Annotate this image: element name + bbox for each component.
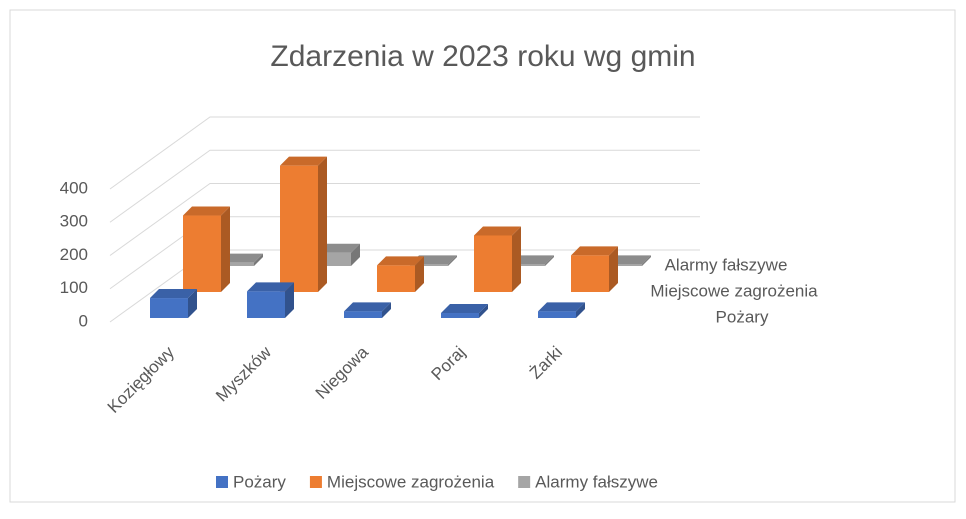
bar-top <box>377 256 424 266</box>
legend-swatch <box>309 476 322 488</box>
bar <box>150 298 188 318</box>
bar-top <box>150 289 197 299</box>
bar <box>216 262 254 266</box>
bar-top <box>183 206 230 216</box>
bar-top <box>474 226 521 236</box>
y-tick-label: 100 <box>60 278 88 297</box>
bar <box>604 264 642 266</box>
bar-side <box>609 246 618 292</box>
bar <box>377 265 415 292</box>
bar <box>344 311 382 318</box>
legend-label: Alarmy fałszywe <box>535 472 658 491</box>
bar-side <box>318 156 327 292</box>
y-tick-label: 300 <box>60 212 88 231</box>
depth-label: Alarmy fałszywe <box>665 255 788 274</box>
grid-line <box>109 116 700 190</box>
legend-label: Miejscowe zagrożenia <box>327 472 495 491</box>
legend-label: Pożary <box>233 472 286 491</box>
bar-side <box>415 256 424 292</box>
legend-swatch <box>216 476 228 488</box>
bar-side <box>285 282 294 318</box>
bar-side <box>576 302 585 318</box>
bar-side <box>382 302 391 318</box>
bar <box>474 235 512 292</box>
chart-title: Zdarzenia w 2023 roku wg gmin <box>270 40 695 73</box>
y-tick-label: 0 <box>79 311 88 330</box>
bar-side <box>512 226 521 292</box>
bar <box>571 255 609 292</box>
bar-top <box>344 302 391 312</box>
bar <box>183 215 221 292</box>
bar-side <box>448 255 457 266</box>
y-tick-label: 400 <box>60 178 88 197</box>
bar-top <box>247 282 294 292</box>
bar <box>247 291 285 318</box>
bar <box>538 311 576 318</box>
bar-top <box>538 302 585 312</box>
legend-swatch <box>518 476 531 488</box>
bar-top <box>441 304 488 314</box>
bar <box>507 264 545 266</box>
grid-line <box>109 183 700 256</box>
bar <box>410 264 448 266</box>
bar-side <box>188 289 197 318</box>
depth-label: Miejscowe zagrożenia <box>650 281 818 300</box>
bar-top <box>280 156 327 166</box>
bar-side <box>545 255 554 266</box>
bar-side <box>642 255 651 266</box>
bar-side <box>479 304 488 318</box>
bar-side <box>254 253 263 266</box>
grid-line <box>109 149 700 223</box>
depth-label: Pożary <box>716 307 769 326</box>
y-tick-label: 200 <box>60 245 88 264</box>
bar-top <box>571 246 618 256</box>
bar <box>280 165 318 292</box>
bar <box>441 313 479 318</box>
bar-side <box>221 206 230 292</box>
bar-side <box>351 243 360 266</box>
